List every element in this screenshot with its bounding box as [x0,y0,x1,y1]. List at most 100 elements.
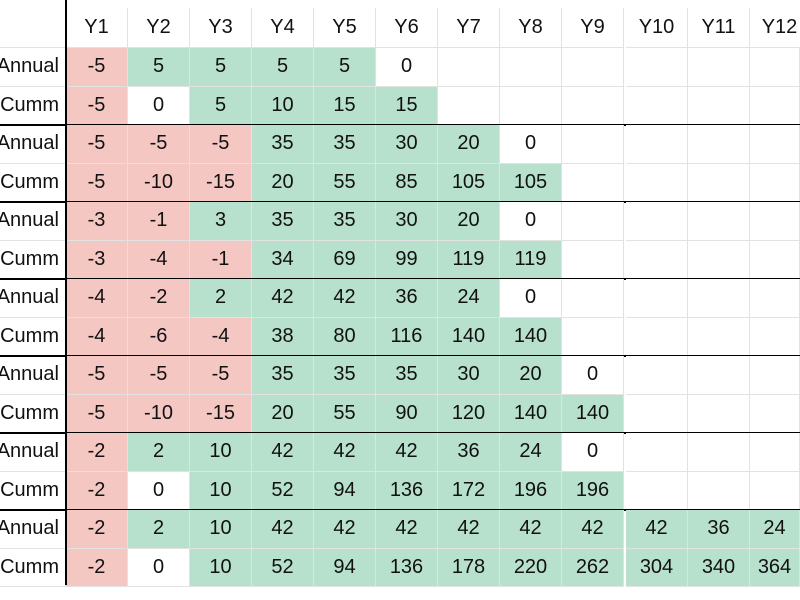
table-cell[interactable]: 42 [376,433,438,472]
table-cell[interactable] [750,279,800,318]
row-label[interactable]: Annual [0,510,66,549]
table-cell[interactable]: 0 [128,471,190,510]
column-header[interactable]: Y1 [66,8,128,48]
column-header[interactable]: Y8 [500,8,562,48]
table-cell[interactable]: 196 [500,471,562,510]
table-cell[interactable]: -15 [190,163,252,202]
table-cell[interactable]: 5 [190,48,252,87]
table-cell[interactable]: -2 [128,279,190,318]
table-cell[interactable]: 24 [500,433,562,472]
table-cell[interactable]: 2 [128,510,190,549]
table-cell[interactable] [750,125,800,164]
table-cell[interactable]: 5 [252,48,314,87]
table-cell[interactable]: 42 [252,433,314,472]
table-cell[interactable]: 0 [500,125,562,164]
column-header[interactable]: Y4 [252,8,314,48]
table-cell[interactable]: -2 [66,548,128,587]
table-cell[interactable] [562,86,624,125]
table-cell[interactable]: 304 [626,548,688,587]
table-cell[interactable] [626,48,688,87]
table-cell[interactable] [750,471,800,510]
table-cell[interactable]: 20 [500,356,562,395]
table-cell[interactable]: 42 [626,510,688,549]
table-cell[interactable]: 55 [314,394,376,433]
table-cell[interactable]: -5 [128,356,190,395]
column-header[interactable]: Y9 [562,8,624,48]
table-cell[interactable]: 24 [750,510,800,549]
table-cell[interactable]: 38 [252,317,314,356]
table-cell[interactable]: 80 [314,317,376,356]
row-label[interactable]: Cumm [0,548,66,587]
column-header[interactable]: Y10 [626,8,688,48]
table-cell[interactable] [750,48,800,87]
table-cell[interactable]: 10 [190,433,252,472]
table-cell[interactable] [626,433,688,472]
table-cell[interactable]: -3 [66,202,128,241]
table-cell[interactable] [500,86,562,125]
table-cell[interactable]: 5 [128,48,190,87]
table-cell[interactable]: -10 [128,394,190,433]
table-cell[interactable]: 105 [438,163,500,202]
table-cell[interactable]: 90 [376,394,438,433]
table-cell[interactable]: 35 [314,125,376,164]
table-cell[interactable] [750,433,800,472]
table-cell[interactable]: 172 [438,471,500,510]
table-cell[interactable]: 52 [252,471,314,510]
table-cell[interactable]: 94 [314,548,376,587]
table-cell[interactable] [688,279,750,318]
table-cell[interactable] [626,163,688,202]
table-cell[interactable]: 99 [376,240,438,279]
table-cell[interactable] [750,240,800,279]
table-cell[interactable] [688,86,750,125]
table-cell[interactable]: 34 [252,240,314,279]
table-cell[interactable] [688,163,750,202]
table-cell[interactable]: 105 [500,163,562,202]
table-cell[interactable]: 20 [252,163,314,202]
table-cell[interactable]: 119 [438,240,500,279]
column-header[interactable]: Y7 [438,8,500,48]
table-cell[interactable] [688,471,750,510]
table-cell[interactable]: -5 [66,86,128,125]
table-cell[interactable] [626,471,688,510]
table-cell[interactable]: 35 [376,356,438,395]
table-cell[interactable] [688,202,750,241]
table-cell[interactable]: 140 [500,317,562,356]
table-cell[interactable]: 140 [562,394,624,433]
table-cell[interactable]: 15 [376,86,438,125]
column-header[interactable]: Y5 [314,8,376,48]
table-cell[interactable]: 42 [500,510,562,549]
table-cell[interactable]: -5 [66,394,128,433]
table-cell[interactable]: -4 [66,279,128,318]
table-cell[interactable]: 196 [562,471,624,510]
table-cell[interactable]: 69 [314,240,376,279]
table-cell[interactable]: 36 [438,433,500,472]
table-cell[interactable]: -5 [66,163,128,202]
table-cell[interactable] [562,202,624,241]
table-cell[interactable]: 42 [562,510,624,549]
table-cell[interactable]: -1 [190,240,252,279]
table-cell[interactable] [750,356,800,395]
row-label[interactable]: Cumm [0,240,66,279]
table-cell[interactable]: -3 [66,240,128,279]
table-cell[interactable]: 0 [128,86,190,125]
table-cell[interactable]: 20 [252,394,314,433]
table-cell[interactable] [688,317,750,356]
table-cell[interactable]: 30 [376,202,438,241]
table-cell[interactable]: -2 [66,510,128,549]
table-cell[interactable]: 116 [376,317,438,356]
row-label[interactable]: Cumm [0,471,66,510]
table-cell[interactable]: -4 [128,240,190,279]
table-cell[interactable] [562,317,624,356]
table-cell[interactable]: 36 [688,510,750,549]
table-cell[interactable]: -1 [128,202,190,241]
table-cell[interactable] [626,394,688,433]
table-cell[interactable]: 340 [688,548,750,587]
table-cell[interactable]: -2 [66,433,128,472]
table-cell[interactable]: 2 [190,279,252,318]
table-cell[interactable]: 42 [376,510,438,549]
table-cell[interactable]: 2 [128,433,190,472]
table-cell[interactable] [750,394,800,433]
table-cell[interactable] [562,48,624,87]
column-header[interactable]: Y11 [688,8,750,48]
table-cell[interactable]: 35 [252,202,314,241]
